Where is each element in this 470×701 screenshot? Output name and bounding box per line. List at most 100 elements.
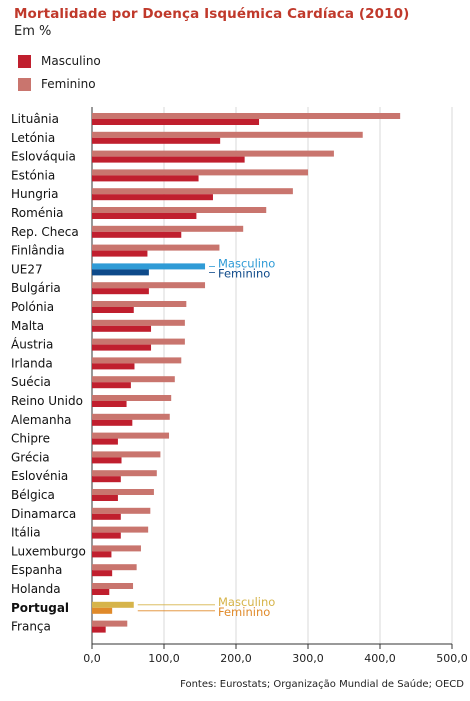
bar-masculino: [92, 513, 121, 520]
bar-masculino: [92, 175, 199, 182]
bar-feminino: [92, 225, 244, 232]
bar-masculino: [92, 269, 149, 276]
bar-feminino: [92, 413, 170, 420]
bar-masculino: [92, 119, 260, 125]
category-label: Itália: [11, 526, 41, 540]
bar-feminino: [92, 150, 334, 157]
x-tick-label: 100,0: [148, 652, 180, 665]
bar-masculino: [92, 495, 118, 501]
legend-swatch-feminino: [18, 77, 31, 91]
bar-masculino: [92, 532, 121, 539]
category-label: Luxemburgo: [11, 544, 86, 558]
category-label: Hungria: [11, 187, 58, 201]
legend-item-masculino: Masculino: [18, 54, 101, 68]
bar-feminino: [92, 432, 170, 439]
bar-feminino: [92, 263, 206, 270]
chart-subtitle: Em %: [14, 24, 52, 39]
callout-label-feminino: Feminino: [218, 605, 270, 619]
x-tick-label: 400,0: [364, 652, 396, 665]
bar-feminino: [92, 489, 154, 495]
bar-masculino: [92, 476, 121, 483]
bar-feminino: [92, 131, 363, 138]
callout-label-masculino: Masculino: [218, 256, 275, 270]
bar-feminino: [92, 301, 187, 307]
legend-item-feminino: Feminino: [18, 77, 96, 91]
bar-feminino: [92, 357, 182, 364]
category-label: Rep. Checa: [11, 225, 79, 239]
bar-masculino: [92, 626, 106, 633]
bar-masculino: [92, 551, 112, 558]
category-label: Dinamarca: [11, 507, 76, 521]
bar-masculino: [92, 401, 127, 407]
bar-masculino: [92, 607, 113, 614]
x-tick-label: 200,0: [220, 652, 252, 665]
bar-feminino: [92, 545, 141, 552]
bar-masculino: [92, 194, 213, 201]
bar-masculino: [92, 382, 131, 389]
category-label: Roménia: [11, 206, 64, 220]
bar-masculino: [92, 137, 221, 144]
bar-masculino: [92, 231, 182, 238]
bar-feminino: [92, 338, 185, 345]
bar-feminino: [92, 601, 134, 608]
bar-masculino: [92, 250, 148, 257]
category-label: Bélgica: [11, 488, 55, 502]
category-label: Estónia: [11, 168, 55, 182]
bar-feminino: [92, 620, 128, 627]
chart-title: Mortalidade por Doença Isquémica Cardíac…: [14, 6, 410, 22]
category-label: UE27: [11, 262, 43, 276]
bar-feminino: [92, 376, 175, 383]
callout-label-feminino: Feminino: [218, 266, 270, 280]
category-label: Chipre: [11, 432, 50, 446]
chart-source-note: Fontes: Eurostats; Organização Mundial d…: [180, 679, 464, 690]
callout-label-masculino: Masculino: [218, 595, 275, 609]
bar-masculino: [92, 213, 197, 219]
bar-masculino: [92, 438, 118, 445]
bar-masculino: [92, 325, 152, 332]
x-tick-label: 0,0: [83, 652, 101, 665]
bar-feminino: [92, 583, 134, 589]
category-label: Grécia: [11, 450, 50, 464]
bar-feminino: [92, 169, 308, 176]
bar-masculino: [92, 307, 134, 313]
x-tick-label: 300,0: [292, 652, 324, 665]
category-label: Eslováquia: [11, 150, 76, 164]
bar-masculino: [92, 589, 110, 595]
bar-masculino: [92, 570, 113, 577]
category-label: Bulgária: [11, 281, 61, 295]
category-label: Portugal: [11, 601, 69, 615]
category-label: Letónia: [11, 131, 55, 145]
bar-masculino: [92, 156, 245, 163]
legend-swatch-masculino: [18, 54, 31, 68]
bar-feminino: [92, 207, 267, 213]
category-label: Malta: [11, 319, 44, 333]
bar-feminino: [92, 507, 151, 514]
bar-feminino: [92, 188, 293, 195]
category-label: Espanha: [11, 563, 62, 577]
bar-feminino: [92, 319, 185, 326]
category-label: Reino Unido: [11, 394, 83, 408]
bar-masculino: [92, 457, 122, 464]
bar-feminino: [92, 470, 157, 477]
bar-feminino: [92, 526, 149, 533]
category-label: França: [11, 620, 51, 634]
category-label: Suécia: [11, 375, 51, 389]
category-label: Lituânia: [11, 112, 59, 126]
bar-feminino: [92, 395, 172, 401]
bar-feminino: [92, 282, 206, 289]
bar-feminino: [92, 451, 161, 458]
category-label: Irlanda: [11, 356, 53, 370]
category-label: Áustria: [11, 337, 53, 352]
bar-feminino: [92, 244, 220, 251]
legend-label-feminino: Feminino: [41, 77, 96, 91]
bar-feminino: [92, 113, 401, 119]
category-label: Polónia: [11, 300, 54, 314]
bar-masculino: [92, 363, 135, 370]
category-label: Eslovénia: [11, 469, 68, 483]
bar-feminino: [92, 564, 137, 571]
category-label: Alemanha: [11, 413, 72, 427]
bar-masculino: [92, 419, 133, 426]
bar-masculino: [92, 288, 149, 295]
legend-label-masculino: Masculino: [41, 54, 101, 68]
